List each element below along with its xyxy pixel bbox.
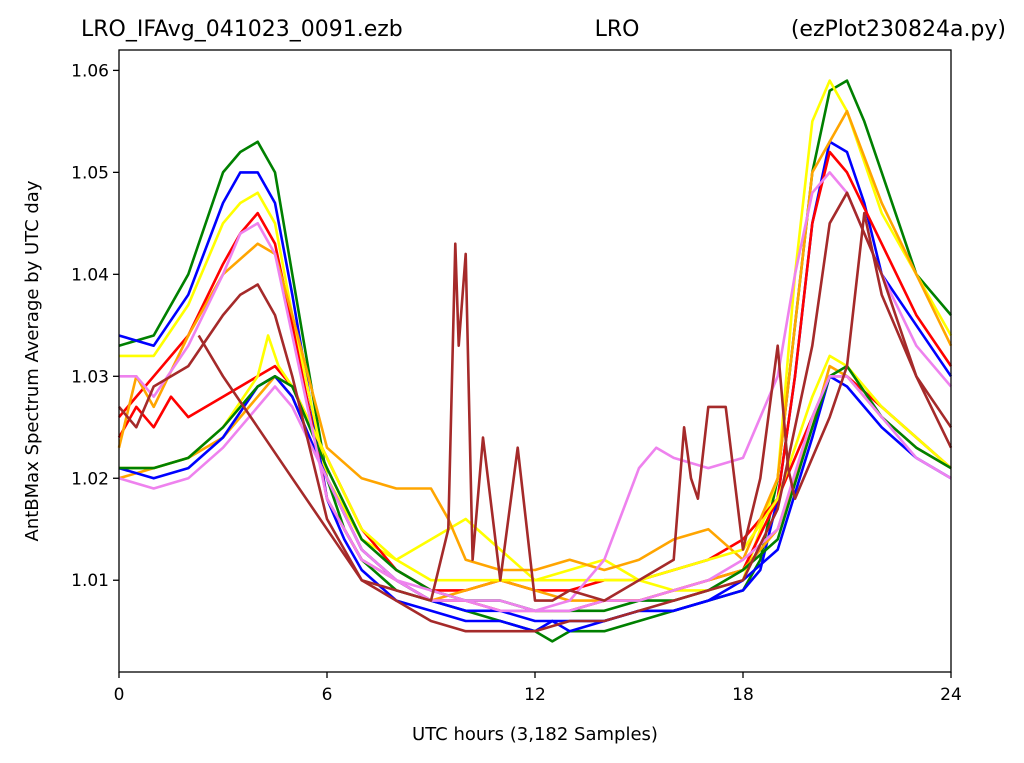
x-axis-label: UTC hours (3,182 Samples) <box>412 724 658 745</box>
series-line-13 <box>118 191 953 633</box>
y-tick-label: 1.06 <box>71 61 109 81</box>
series-line-12 <box>118 374 952 613</box>
x-tick-label: 18 <box>732 685 754 705</box>
x-tick-label: 12 <box>524 685 546 705</box>
series-layer <box>117 79 953 643</box>
chart-title-right: (ezPlot230824a.py) <box>791 17 1006 42</box>
tick-layer: 0 6 12 18 24 1.01 1.02 1.03 1.04 1.05 1.06 <box>71 61 962 705</box>
y-tick-label: 1.03 <box>71 367 109 387</box>
y-axis-label: AntBMax Spectrum Average by UTC day <box>22 180 43 541</box>
series-line-14 <box>197 211 953 602</box>
y-tick-label: 1.05 <box>71 163 109 183</box>
series-line-8 <box>119 334 952 582</box>
chart-title-left: LRO_IFAvg_041023_0091.ezb <box>81 17 403 42</box>
y-tick-label: 1.01 <box>71 571 109 591</box>
x-tick-label: 0 <box>114 685 125 705</box>
y-tick-label: 1.02 <box>71 469 109 489</box>
y-tick-label: 1.04 <box>71 265 109 285</box>
x-tick-label: 24 <box>940 685 962 705</box>
chart-title-center: LRO <box>595 17 640 42</box>
series-line-1 <box>118 79 952 643</box>
series-line-10 <box>119 364 952 613</box>
x-tick-label: 6 <box>322 685 333 705</box>
series-line-5 <box>117 364 952 592</box>
series-line-6 <box>117 109 953 572</box>
